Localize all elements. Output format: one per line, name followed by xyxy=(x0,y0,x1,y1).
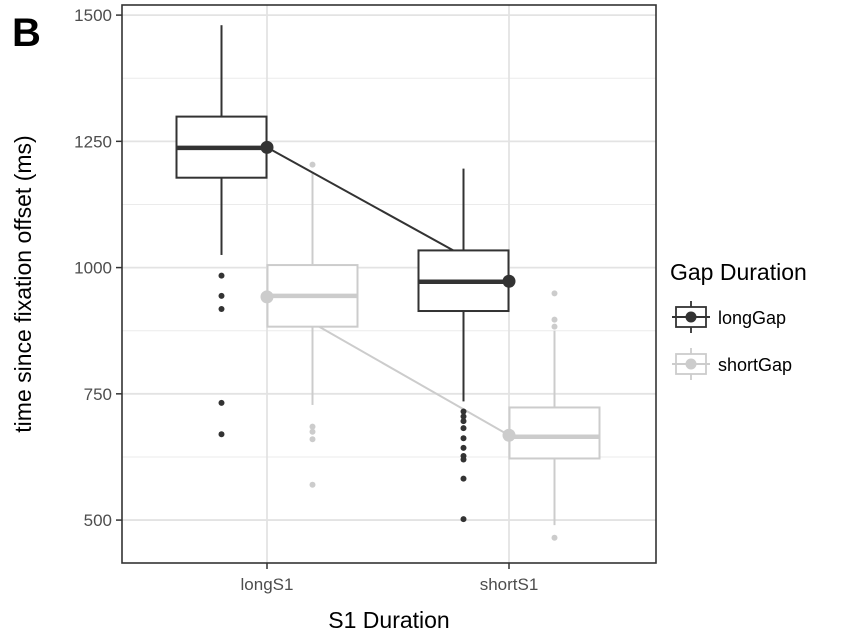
outlier-point xyxy=(460,456,467,463)
y-tick-label: 1500 xyxy=(74,6,112,25)
y-tick-label: 1000 xyxy=(74,259,112,278)
legend-label-shortGap: shortGap xyxy=(718,355,792,375)
outlier-point xyxy=(309,428,316,435)
y-tick-label: 750 xyxy=(84,385,112,404)
legend-key-longGap xyxy=(672,300,710,334)
outlier-point xyxy=(309,481,316,488)
mean-point-shortGap-shortS1 xyxy=(502,428,516,442)
outlier-point xyxy=(551,534,558,541)
mean-point-shortGap-longS1 xyxy=(260,290,274,304)
outlier-point xyxy=(460,413,467,420)
y-tick-label: 500 xyxy=(84,511,112,530)
outlier-point xyxy=(460,444,467,451)
y-tick-label: 1250 xyxy=(74,132,112,151)
outlier-point xyxy=(309,436,316,443)
outlier-point xyxy=(460,418,467,425)
legend-key-shortGap xyxy=(672,347,710,381)
outlier-point xyxy=(460,408,467,415)
plot-panel xyxy=(122,5,656,563)
outlier-point xyxy=(460,516,467,523)
x-tick-label: longS1 xyxy=(241,575,294,594)
x-axis-title: S1 Duration xyxy=(328,607,449,633)
legend-title: Gap Duration xyxy=(670,259,807,285)
mean-point-longGap-shortS1 xyxy=(502,274,516,288)
series-longGap xyxy=(175,25,516,523)
outlier-point xyxy=(551,290,558,297)
outlier-point xyxy=(460,475,467,482)
panel-label: B xyxy=(12,11,41,55)
outlier-point xyxy=(460,435,467,442)
plot-marks xyxy=(175,25,601,541)
outlier-point xyxy=(551,323,558,330)
outlier-point xyxy=(218,305,225,312)
x-tick-label: shortS1 xyxy=(480,575,539,594)
plot-border xyxy=(121,4,657,564)
series-shortGap xyxy=(260,161,601,541)
legend-key-point xyxy=(685,358,697,370)
mean-point-longGap-longS1 xyxy=(260,140,274,154)
outlier-point xyxy=(309,423,316,430)
outlier-point xyxy=(218,272,225,279)
y-axis-title: time since fixation offset (ms) xyxy=(10,135,36,432)
box-shortGap-shortS1 xyxy=(508,406,601,460)
outlier-point xyxy=(460,425,467,432)
axes: 500 750 1000 1250 1500 longS1 shortS1 xyxy=(74,6,538,594)
outlier-point xyxy=(551,316,558,323)
outlier-point xyxy=(218,292,225,299)
outlier-point xyxy=(218,399,225,406)
legend: Gap Duration longGap shortGap xyxy=(670,259,807,381)
outlier-point xyxy=(218,431,225,438)
legend-key-point xyxy=(685,311,697,323)
legend-label-longGap: longGap xyxy=(718,308,786,328)
outlier-point xyxy=(309,161,316,168)
